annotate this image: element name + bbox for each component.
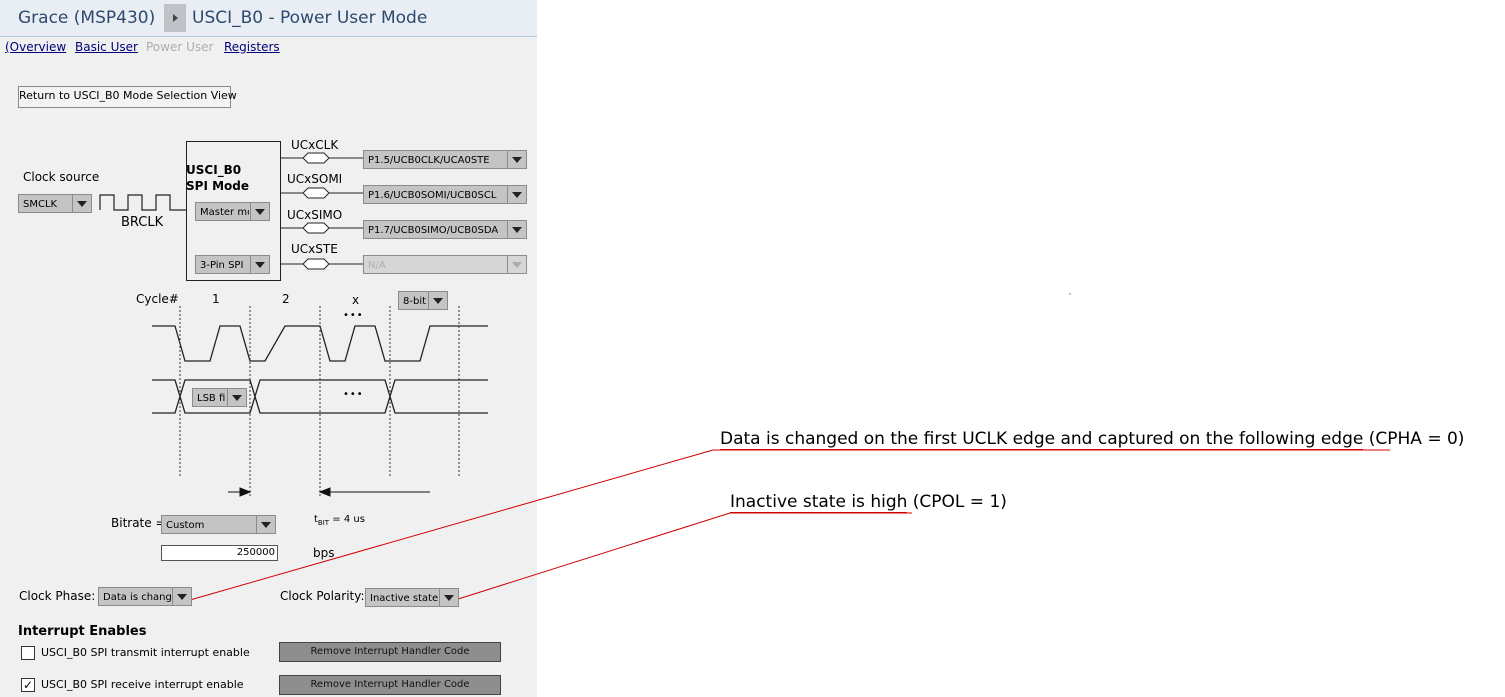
phase-annotation-suffix: (CPHA = 0) bbox=[1363, 429, 1465, 449]
brclk-waveform bbox=[99, 194, 186, 211]
annotation-lines bbox=[189, 449, 1390, 601]
bitrate-label: Bitrate = bbox=[111, 516, 166, 530]
pin-signal-simo: UCxSIMO bbox=[287, 208, 343, 222]
brclk-label: BRCLK bbox=[121, 215, 164, 230]
pin-signal-clk: UCxCLK bbox=[291, 138, 339, 152]
transmit-interrupt-checkbox[interactable] bbox=[21, 646, 35, 660]
return-mode-selection-button[interactable]: Return to USCI_B0 Mode Selection View bbox=[18, 86, 237, 108]
clock-phase-annotation: Data is changed on the first UCLK edge a… bbox=[720, 429, 1465, 450]
polarity-annotation-suffix: (CPOL = 1) bbox=[907, 492, 1007, 512]
chevron-down-icon bbox=[428, 292, 447, 309]
data-ellipsis: ••• bbox=[343, 389, 364, 400]
clock-phase-label: Clock Phase: bbox=[19, 589, 96, 603]
chevron-down-icon bbox=[172, 588, 191, 605]
nav-registers-link[interactable]: Registers bbox=[224, 40, 280, 54]
chevron-down-icon bbox=[227, 389, 246, 406]
pin-signal-somi: UCxSOMI bbox=[287, 172, 343, 186]
module-subtitle: SPI Mode bbox=[186, 179, 249, 193]
usci-module-box bbox=[186, 141, 281, 281]
tbit-sub: BIT bbox=[317, 519, 330, 527]
cycle-1-label: 1 bbox=[212, 292, 220, 306]
title-bar: Grace (MSP430) USCI_B0 - Power User Mode bbox=[0, 0, 537, 37]
data-waveform bbox=[152, 379, 488, 414]
clock-polarity-value: Inactive state i bbox=[370, 593, 438, 604]
nav-basic-user-link[interactable]: Basic User bbox=[75, 40, 138, 54]
remove-receive-handler-button[interactable]: Remove Interrupt Handler Code bbox=[279, 675, 501, 695]
pin-mode-value: 3-Pin SPI bbox=[200, 260, 244, 271]
sclk-waveform bbox=[152, 325, 488, 362]
chevron-down-icon bbox=[507, 151, 526, 168]
bitrate-mode-value: Custom bbox=[166, 520, 205, 531]
pin-mode-dropdown[interactable]: 3-Pin SPI bbox=[195, 255, 270, 274]
pin-clk-dropdown[interactable]: P1.5/UCB0CLK/UCA0STE bbox=[363, 150, 527, 169]
clock-source-dropdown[interactable]: SMCLK bbox=[18, 194, 92, 213]
receive-interrupt-label: USCI_B0 SPI receive interrupt enable bbox=[41, 678, 244, 691]
polarity-annotation-text: Inactive state is high bbox=[730, 492, 908, 513]
breadcrumb-arrow-icon bbox=[164, 4, 186, 32]
cycle-label: Cycle# bbox=[136, 292, 179, 306]
transmit-interrupt-label: USCI_B0 SPI transmit interrupt enable bbox=[41, 646, 250, 659]
bit-order-value: LSB firs bbox=[197, 393, 226, 404]
cycle-2-label: 2 bbox=[282, 292, 290, 306]
chevron-down-icon bbox=[250, 203, 269, 220]
grace-config-panel bbox=[0, 0, 537, 697]
pin-ste-value: N/A bbox=[368, 260, 386, 271]
pin-ste-dropdown: N/A bbox=[363, 255, 527, 274]
pin-clk-value: P1.5/UCB0CLK/UCA0STE bbox=[368, 155, 490, 166]
pin-connectors bbox=[280, 152, 363, 270]
clock-source-value: SMCLK bbox=[23, 199, 58, 210]
cycle-guides bbox=[179, 306, 460, 498]
spi-mode-value: Master mo bbox=[200, 207, 249, 218]
clock-polarity-annotation: Inactive state is high (CPOL = 1) bbox=[730, 492, 1007, 513]
tbit-value: = 4 us bbox=[329, 514, 365, 525]
page-title: USCI_B0 - Power User Mode bbox=[192, 8, 428, 28]
nav-overview-link[interactable]: (Overview bbox=[5, 40, 67, 54]
chevron-down-icon bbox=[507, 186, 526, 203]
stray-dot bbox=[1069, 293, 1071, 295]
nav-power-user-link: Power User bbox=[146, 40, 214, 54]
clock-polarity-label: Clock Polarity: bbox=[280, 589, 365, 603]
receive-interrupt-checkbox[interactable]: ✓ bbox=[21, 678, 35, 692]
chevron-down-icon bbox=[72, 195, 91, 212]
chevron-down-icon bbox=[507, 256, 526, 273]
spi-mode-dropdown[interactable]: Master mo bbox=[195, 202, 270, 221]
chevron-down-icon bbox=[507, 221, 526, 238]
tbit-readout: tBIT = 4 us bbox=[314, 514, 365, 527]
checkmark-icon: ✓ bbox=[22, 678, 34, 692]
chevron-down-icon bbox=[256, 516, 275, 533]
tbit-arrows bbox=[228, 487, 430, 497]
pin-signal-ste: UCxSTE bbox=[291, 242, 338, 256]
chevron-down-icon bbox=[439, 589, 458, 606]
app-breadcrumb[interactable]: Grace (MSP430) bbox=[18, 8, 156, 28]
phase-annotation-text: Data is changed on the first UCLK edge a… bbox=[720, 429, 1364, 450]
clock-phase-dropdown[interactable]: Data is change bbox=[98, 587, 192, 606]
tbit-prefix: t bbox=[314, 514, 318, 525]
bit-order-dropdown[interactable]: LSB firs bbox=[192, 388, 247, 407]
bitrate-unit: bps bbox=[313, 546, 335, 560]
pin-somi-dropdown[interactable]: P1.6/UCB0SOMI/UCB0SCL bbox=[363, 185, 527, 204]
cycle-x-label: x bbox=[352, 293, 360, 307]
pin-simo-dropdown[interactable]: P1.7/UCB0SIMO/UCB0SDA bbox=[363, 220, 527, 239]
character-length-value: 8-bit bbox=[403, 296, 427, 307]
bitrate-mode-dropdown[interactable]: Custom bbox=[161, 515, 276, 534]
bitrate-input[interactable]: 250000 bbox=[161, 545, 278, 561]
module-title: USCI_B0 bbox=[186, 163, 242, 177]
interrupt-enables-heading: Interrupt Enables bbox=[18, 624, 147, 639]
clock-ellipsis: ••• bbox=[343, 310, 364, 321]
clock-polarity-dropdown[interactable]: Inactive state i bbox=[365, 588, 459, 607]
chevron-down-icon bbox=[250, 256, 269, 273]
clock-source-label: Clock source bbox=[23, 170, 100, 184]
pin-somi-value: P1.6/UCB0SOMI/UCB0SCL bbox=[368, 190, 497, 201]
remove-transmit-handler-button[interactable]: Remove Interrupt Handler Code bbox=[279, 642, 501, 662]
pin-simo-value: P1.7/UCB0SIMO/UCB0SDA bbox=[368, 225, 499, 236]
clock-phase-value: Data is change bbox=[103, 592, 171, 603]
character-length-dropdown[interactable]: 8-bit bbox=[398, 291, 448, 310]
